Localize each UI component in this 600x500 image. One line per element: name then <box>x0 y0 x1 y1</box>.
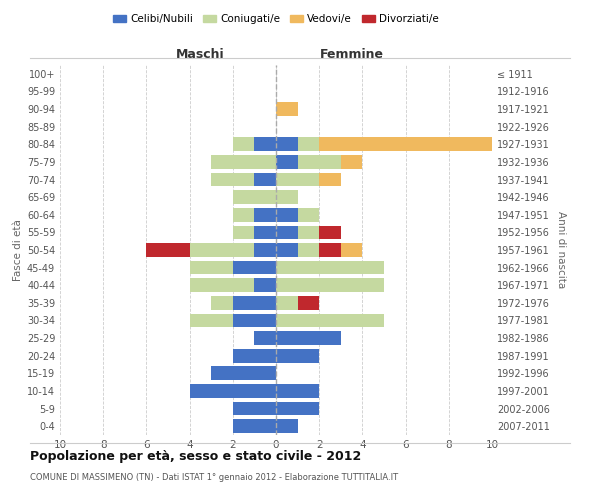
Bar <box>276 296 298 310</box>
Bar <box>341 155 362 169</box>
Bar <box>319 138 492 151</box>
Bar <box>298 155 341 169</box>
Bar <box>233 208 254 222</box>
Bar <box>254 226 276 239</box>
Bar <box>233 402 276 415</box>
Bar <box>298 226 319 239</box>
Y-axis label: Anni di nascita: Anni di nascita <box>556 212 566 288</box>
Bar <box>254 243 276 257</box>
Bar <box>276 243 298 257</box>
Bar <box>276 384 319 398</box>
Bar <box>190 260 233 274</box>
Bar <box>276 155 298 169</box>
Bar <box>276 138 298 151</box>
Bar <box>211 172 254 186</box>
Bar <box>254 278 276 292</box>
Bar <box>276 349 319 362</box>
Text: COMUNE DI MASSIMENO (TN) - Dati ISTAT 1° gennaio 2012 - Elaborazione TUTTITALIA.: COMUNE DI MASSIMENO (TN) - Dati ISTAT 1°… <box>30 472 398 482</box>
Bar <box>276 172 319 186</box>
Bar <box>211 296 233 310</box>
Bar <box>233 420 276 433</box>
Bar <box>276 402 319 415</box>
Bar <box>233 314 276 328</box>
Bar <box>276 260 384 274</box>
Bar <box>146 243 190 257</box>
Bar <box>211 155 276 169</box>
Legend: Celibi/Nubili, Coniugati/e, Vedovi/e, Divorziati/e: Celibi/Nubili, Coniugati/e, Vedovi/e, Di… <box>109 10 443 29</box>
Bar <box>276 190 298 204</box>
Bar <box>254 138 276 151</box>
Bar <box>190 384 276 398</box>
Bar <box>298 243 319 257</box>
Bar <box>298 296 319 310</box>
Bar <box>319 243 341 257</box>
Bar <box>276 314 384 328</box>
Bar <box>211 366 276 380</box>
Bar <box>254 208 276 222</box>
Bar <box>233 349 276 362</box>
Text: Popolazione per età, sesso e stato civile - 2012: Popolazione per età, sesso e stato civil… <box>30 450 361 463</box>
Bar <box>341 243 362 257</box>
Bar <box>233 138 254 151</box>
Bar <box>276 331 341 345</box>
Bar <box>233 260 276 274</box>
Bar <box>319 172 341 186</box>
Bar <box>298 138 319 151</box>
Bar <box>190 278 254 292</box>
Bar <box>276 420 298 433</box>
Bar <box>276 102 298 116</box>
Text: Femmine: Femmine <box>320 48 383 62</box>
Y-axis label: Fasce di età: Fasce di età <box>13 219 23 281</box>
Bar <box>276 208 298 222</box>
Bar <box>276 278 384 292</box>
Bar <box>190 314 233 328</box>
Bar <box>233 226 254 239</box>
Bar <box>319 226 341 239</box>
Bar <box>254 331 276 345</box>
Bar <box>254 172 276 186</box>
Bar <box>233 296 276 310</box>
Bar <box>190 243 254 257</box>
Bar <box>298 208 319 222</box>
Bar <box>276 226 298 239</box>
Bar <box>233 190 276 204</box>
Text: Maschi: Maschi <box>176 48 225 62</box>
